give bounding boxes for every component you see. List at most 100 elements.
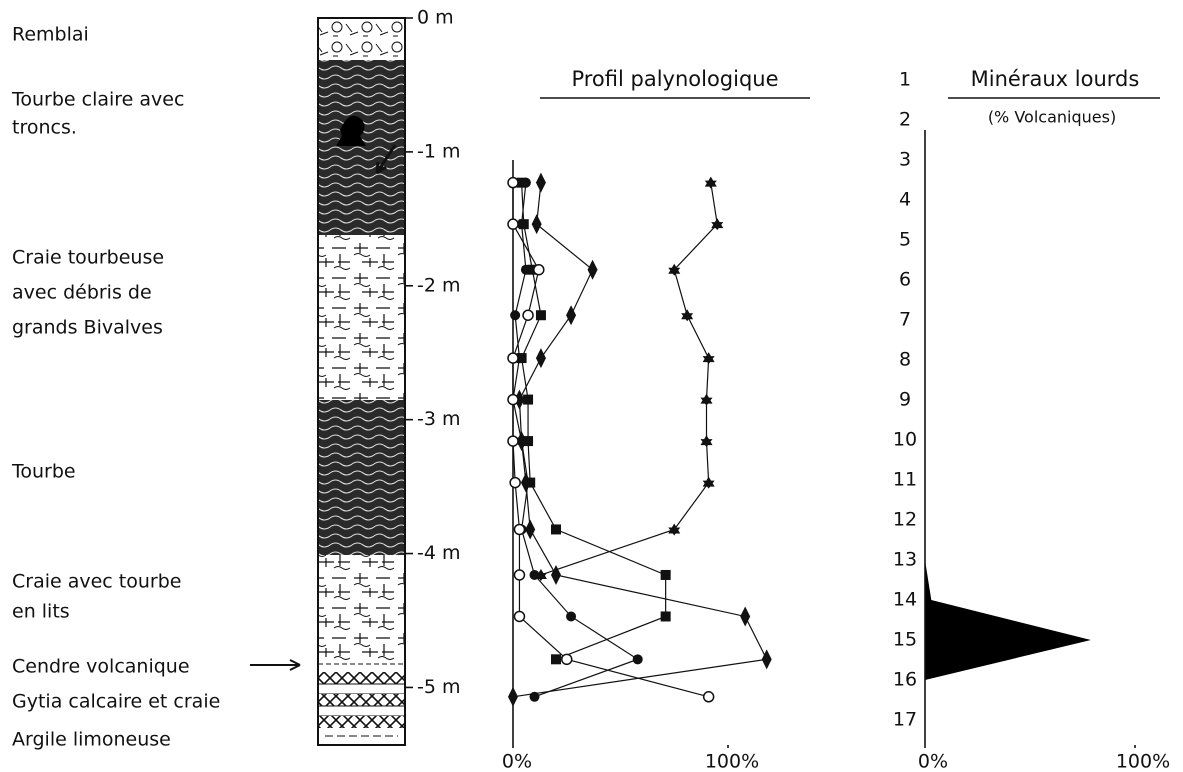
x-tick-label: 100%	[1116, 751, 1170, 772]
marker	[520, 177, 531, 188]
y-tick-label: -5 m	[417, 676, 461, 698]
y-tick-label: 3	[899, 149, 911, 171]
y-tick-label: 7	[899, 309, 911, 331]
x-tick-label: 0%	[918, 751, 948, 772]
area	[925, 80, 1091, 720]
y-tick-label: 8	[899, 349, 911, 371]
series-line	[520, 182, 667, 660]
marker	[561, 653, 573, 666]
marker	[587, 259, 598, 280]
marker	[510, 310, 521, 321]
marker	[513, 610, 526, 623]
marker	[668, 523, 681, 536]
chart-title: Profil palynologique	[571, 67, 778, 91]
marker	[507, 176, 519, 189]
marker	[632, 654, 643, 665]
y-tick-label: 10	[893, 429, 917, 451]
marker	[704, 176, 717, 189]
marker	[523, 394, 534, 405]
layer-label: Argile limoneuse	[12, 729, 171, 751]
layer-label: en lits	[12, 601, 70, 623]
marker	[507, 352, 519, 364]
series-line	[512, 182, 768, 698]
series-line	[512, 182, 709, 698]
marker	[529, 569, 540, 580]
layer-label: Tourbe claire avec	[11, 89, 184, 111]
marker	[740, 606, 751, 627]
marker	[507, 435, 519, 447]
y-tick-label: 1	[899, 69, 911, 91]
y-tick-label: -2 m	[417, 274, 461, 296]
y-tick-label: -1 m	[417, 140, 461, 162]
marker	[700, 393, 713, 406]
marker	[513, 569, 526, 581]
layer-label: grands Bivalves	[12, 317, 163, 339]
y-tick-label: 15	[893, 629, 917, 651]
marker	[660, 611, 671, 622]
marker	[551, 654, 561, 665]
marker	[508, 686, 518, 707]
marker	[509, 476, 521, 489]
y-tick-label: 2	[899, 109, 911, 131]
marker	[551, 524, 561, 535]
x-tick-label: 0%	[502, 751, 532, 772]
marker	[535, 348, 546, 369]
marker	[702, 691, 715, 703]
layer-label: Craie avec tourbe	[12, 571, 181, 593]
marker	[525, 519, 536, 540]
marker	[761, 649, 772, 670]
layer-label: Remblai	[12, 24, 89, 46]
marker	[535, 172, 546, 193]
marker	[507, 393, 519, 406]
marker	[681, 309, 694, 322]
marker	[660, 569, 671, 580]
y-tick-label: 9	[899, 389, 911, 411]
marker	[522, 309, 534, 321]
y-tick-label: 4	[899, 189, 911, 211]
marker	[527, 264, 538, 275]
marker	[551, 564, 561, 585]
layer-label: avec débris de	[12, 282, 152, 304]
marker	[533, 263, 545, 276]
y-tick-label: 14	[893, 589, 917, 611]
series-line	[540, 182, 718, 576]
marker	[513, 523, 526, 536]
marker	[514, 389, 525, 410]
marker	[520, 264, 531, 275]
y-tick-label: 6	[899, 269, 911, 291]
y-tick-label: -4 m	[417, 542, 461, 564]
marker	[702, 476, 715, 489]
layer-label: Tourbe	[11, 461, 76, 483]
chart-subtitle: (% Volcaniques)	[988, 108, 1116, 127]
y-tick-label: 5	[899, 229, 911, 251]
marker	[711, 218, 724, 231]
marker	[523, 436, 534, 447]
layer-label: Craie tourbeuse	[12, 247, 164, 269]
marker	[516, 219, 527, 230]
marker	[529, 691, 540, 702]
layer-label: troncs.	[12, 117, 77, 139]
y-tick-label: -3 m	[417, 408, 461, 430]
marker	[700, 435, 713, 448]
marker	[566, 611, 577, 622]
marker	[702, 352, 715, 365]
y-tick-label: 13	[893, 549, 917, 571]
marker	[516, 436, 527, 447]
marker	[507, 218, 519, 230]
lithology-column	[250, 17, 406, 746]
marker	[566, 305, 577, 326]
y-tick-label: 16	[893, 669, 917, 691]
y-tick-label: 17	[893, 709, 917, 731]
marker	[535, 310, 546, 321]
marker	[523, 477, 534, 488]
marker	[668, 263, 681, 276]
y-tick-label: 12	[893, 509, 917, 531]
chart-title: Minéraux lourds	[971, 67, 1140, 91]
marker	[531, 214, 542, 235]
y-tick-label: 0 m	[417, 7, 454, 29]
layer-label: Cendre volcanique	[12, 656, 190, 678]
layer-label: Gytia calcaire et craie	[12, 691, 220, 713]
x-tick-label: 100%	[705, 751, 759, 772]
y-tick-label: 11	[893, 469, 917, 491]
